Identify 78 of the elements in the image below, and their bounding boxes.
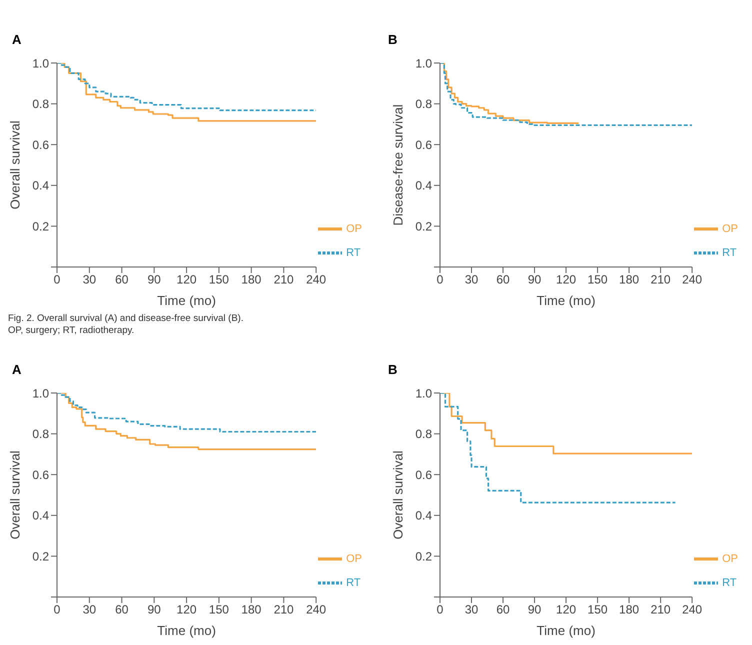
- x-tick-label: 90: [528, 602, 542, 617]
- y-tick-label: 1.0: [32, 386, 50, 400]
- y-tick-label: 1.0: [415, 56, 432, 70]
- x-tick-label: 180: [619, 602, 640, 617]
- x-tick-label: 240: [306, 272, 326, 287]
- x-axis-title: Time (mo): [536, 623, 596, 638]
- y-tick-label: 0.8: [32, 97, 50, 112]
- y-tick-label: 0.6: [415, 138, 432, 152]
- x-tick-label: 180: [619, 272, 640, 287]
- x-tick-label: 90: [528, 272, 542, 287]
- legend-label: RT: [346, 246, 361, 259]
- x-tick-label: 210: [274, 602, 294, 617]
- x-tick-label: 150: [208, 272, 230, 287]
- x-tick-label: 120: [556, 272, 576, 287]
- y-tick-label: 1.0: [32, 56, 50, 70]
- chart-title: A: [12, 32, 22, 47]
- x-tick-label: 60: [496, 602, 510, 617]
- caption: Fig. 2. Overall survival (A) and disease-free survival (B).: [8, 313, 244, 324]
- x-tick-label: 240: [306, 602, 326, 617]
- y-tick-label: 0.2: [32, 549, 50, 564]
- x-tick-label: 120: [556, 602, 576, 617]
- y-tick-label: 0.6: [32, 468, 50, 482]
- x-tick-label: 150: [588, 602, 608, 617]
- x-tick-label: 30: [82, 602, 96, 617]
- y-tick-label: 0.8: [415, 97, 432, 112]
- y-tick-label: 0.8: [32, 427, 50, 442]
- x-tick-label: 90: [147, 602, 162, 617]
- legend-label: OP: [722, 222, 738, 235]
- y-tick-label: 0.4: [415, 178, 432, 193]
- x-tick-label: 240: [682, 272, 702, 287]
- x-tick-label: 30: [82, 272, 96, 287]
- x-tick-label: 30: [464, 602, 479, 617]
- y-tick-label: 0.2: [415, 549, 432, 564]
- y-tick-label: 0.8: [415, 427, 432, 442]
- x-tick-label: 60: [115, 602, 129, 617]
- y-tick-label: 0.6: [32, 138, 50, 152]
- y-tick-label: 0.2: [415, 219, 432, 234]
- y-tick-label: 0.4: [415, 508, 432, 523]
- x-tick-label: 30: [464, 272, 479, 287]
- y-tick-label: 0.4: [32, 508, 50, 523]
- y-tick-label: 0.6: [415, 468, 432, 482]
- legend-label: OP: [346, 552, 362, 565]
- x-tick-label: 0: [54, 272, 61, 287]
- text: OP, surgery; RT, radiotherapy.: [8, 325, 134, 336]
- y-tick-label: 0.2: [32, 219, 50, 234]
- x-tick-label: 0: [436, 272, 444, 287]
- x-tick-label: 210: [650, 272, 671, 287]
- y-axis-title: Overall survival: [8, 120, 23, 210]
- x-tick-label: 240: [682, 602, 702, 617]
- x-tick-label: 90: [147, 272, 162, 287]
- x-axis-title: Time (mo): [157, 293, 216, 308]
- x-tick-label: 60: [115, 272, 129, 287]
- y-tick-label: 0.4: [32, 178, 50, 193]
- x-tick-label: 120: [176, 602, 197, 617]
- y-axis-title: Disease-free survival: [390, 104, 406, 226]
- x-axis-title: Time (mo): [157, 623, 216, 638]
- x-tick-label: 120: [176, 272, 197, 287]
- x-tick-label: 0: [54, 602, 61, 617]
- x-tick-label: 210: [650, 602, 671, 617]
- y-axis-title: Overall survival: [390, 450, 406, 540]
- x-tick-label: 180: [241, 602, 262, 617]
- legend-label: RT: [346, 576, 361, 589]
- legend-label: OP: [346, 222, 362, 235]
- chart-title: B: [388, 362, 398, 377]
- x-tick-label: 0: [436, 602, 444, 617]
- legend-label: RT: [722, 246, 737, 259]
- legend-label: RT: [722, 576, 737, 589]
- chart-title: A: [12, 362, 22, 377]
- legend-label: OP: [722, 552, 738, 565]
- x-tick-label: 150: [588, 272, 608, 287]
- x-tick-label: 150: [208, 602, 230, 617]
- y-tick-label: 1.0: [415, 386, 432, 400]
- x-tick-label: 210: [274, 272, 294, 287]
- y-axis-title: Overall survival: [8, 450, 23, 540]
- x-tick-label: 60: [496, 272, 510, 287]
- x-axis-title: Time (mo): [536, 293, 596, 308]
- chart-title: B: [388, 32, 398, 47]
- x-tick-label: 180: [241, 272, 262, 287]
